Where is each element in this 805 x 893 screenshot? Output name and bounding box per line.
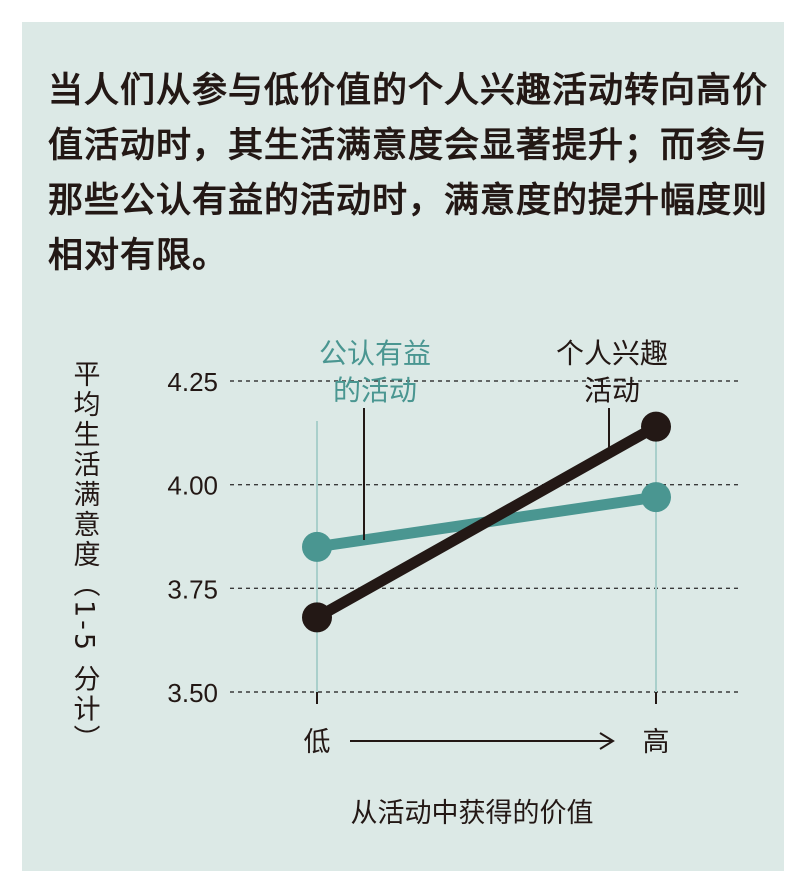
x-axis: 低 高 从活动中获得的价值 <box>304 727 670 829</box>
x-axis-label: 从活动中获得的价值 <box>351 798 594 829</box>
series-label: 活动 <box>584 374 640 407</box>
data-point <box>302 531 332 562</box>
series-layer <box>302 411 671 633</box>
series-label: 的活动 <box>333 374 417 407</box>
y-tick-labels: 3.50 3.75 4.00 4.25 <box>167 367 218 708</box>
y-tick-label: 3.75 <box>167 574 218 604</box>
category-guides <box>316 421 657 704</box>
series-label: 个人兴趣 <box>556 337 668 370</box>
y-tick-label: 3.50 <box>167 678 218 708</box>
series-labels: 公认有益的活动 个人兴趣活动 <box>319 337 668 540</box>
x-tick-label-high: 高 <box>643 727 670 758</box>
data-point <box>302 602 332 633</box>
x-tick-label-low: 低 <box>304 727 331 758</box>
y-axis-label: 平均生活满意度（1-5 分计） <box>69 360 101 755</box>
x-axis-arrowhead <box>599 732 615 750</box>
y-tick-label: 4.00 <box>167 471 218 501</box>
data-point <box>641 482 671 513</box>
data-point <box>641 411 671 442</box>
series-line <box>311 421 662 623</box>
headline: 当人们从参与低价值的个人兴趣活动转向高价值活动时，其生活满意度会显著提升；而参与… <box>48 71 769 276</box>
y-tick-label: 4.25 <box>167 367 218 397</box>
series-label: 公认有益 <box>319 337 431 370</box>
